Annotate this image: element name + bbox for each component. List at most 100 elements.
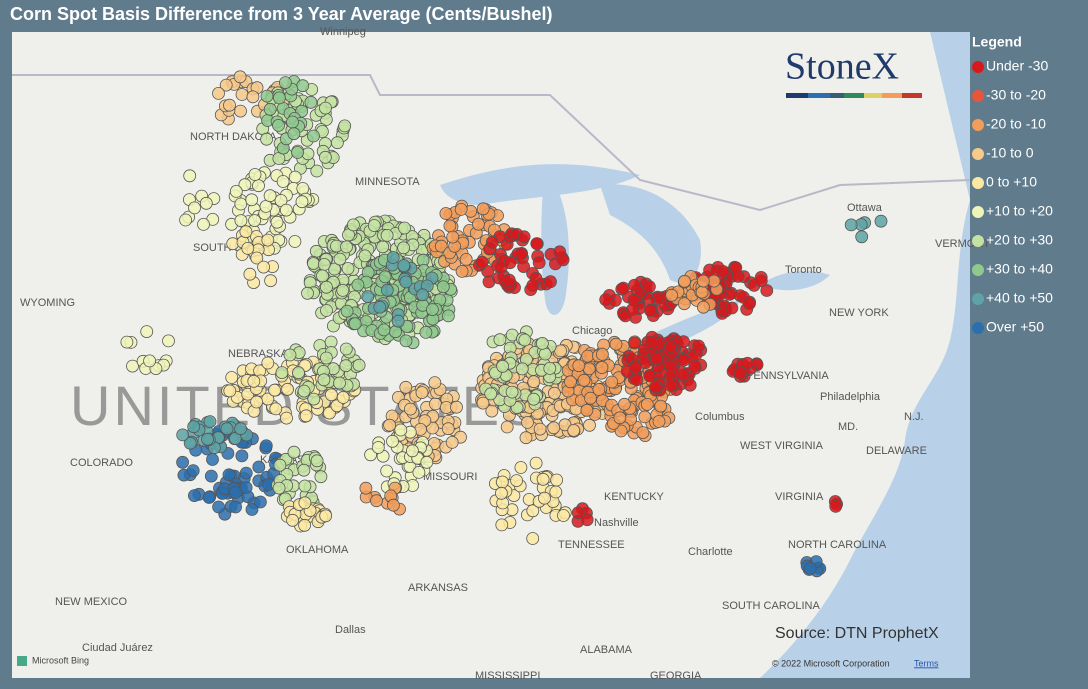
- location-dot: [446, 230, 460, 244]
- location-dot: [618, 397, 631, 411]
- legend-label[interactable]: -30 to -20: [986, 87, 1046, 103]
- location-dot: [223, 384, 237, 398]
- location-dot: [183, 169, 197, 183]
- location-dot: [425, 303, 439, 317]
- location-dot: [697, 300, 710, 314]
- location-dot: [436, 280, 450, 294]
- location-dot: [268, 383, 282, 397]
- place-label: TENNESSEE: [558, 539, 625, 551]
- location-dot: [274, 194, 288, 207]
- location-dot: [309, 244, 323, 258]
- location-dot: [204, 469, 218, 483]
- location-dot: [261, 356, 275, 370]
- location-dot: [239, 225, 253, 239]
- place-label: Ciudad Juárez: [82, 642, 153, 654]
- source: Source: DTN ProphetX: [775, 625, 939, 642]
- location-dot: [239, 481, 253, 494]
- location-dot: [297, 384, 311, 398]
- location-dot: [126, 359, 139, 373]
- location-dot: [533, 422, 547, 436]
- location-dot: [596, 347, 609, 361]
- location-dot: [521, 415, 534, 429]
- location-dot: [281, 382, 295, 396]
- location-dot: [567, 423, 581, 437]
- location-dot: [220, 422, 234, 436]
- location-dot: [416, 288, 430, 302]
- location-dot: [678, 274, 691, 288]
- location-dot: [695, 285, 709, 299]
- legend-label[interactable]: Under -30: [986, 58, 1048, 74]
- location-dot: [259, 439, 273, 453]
- legend-title: Legend: [972, 34, 1022, 50]
- location-dot: [346, 218, 360, 232]
- location-dot: [743, 297, 756, 311]
- place-label: COLORADO: [70, 457, 133, 469]
- location-dot: [330, 136, 344, 150]
- location-dot: [640, 397, 654, 411]
- location-dot: [296, 79, 310, 93]
- location-dot: [297, 463, 311, 477]
- location-dot: [428, 397, 442, 411]
- location-dot: [526, 532, 540, 545]
- location-dot: [260, 89, 274, 103]
- legend-label[interactable]: 0 to +10: [986, 174, 1037, 190]
- location-dot: [518, 333, 532, 347]
- location-dot: [616, 281, 630, 295]
- location-dot: [475, 255, 489, 269]
- location-dot: [548, 386, 561, 400]
- location-dot: [614, 424, 628, 438]
- location-dot: [855, 230, 869, 244]
- location-dot: [295, 195, 309, 209]
- location-dot: [676, 368, 690, 382]
- legend-label[interactable]: +10 to +20: [986, 203, 1053, 219]
- location-dot: [229, 500, 243, 514]
- location-dot: [272, 119, 285, 132]
- place-label: SOUTH CAROLINA: [722, 600, 820, 612]
- location-dot: [530, 237, 544, 251]
- location-dot: [630, 373, 644, 387]
- location-dot: [397, 241, 411, 255]
- location-dot: [394, 423, 408, 437]
- location-dot: [514, 247, 528, 261]
- legend-label[interactable]: +30 to +40: [986, 261, 1053, 277]
- location-dot: [299, 409, 313, 423]
- location-dot: [584, 391, 597, 405]
- location-dot: [280, 411, 293, 425]
- place-label: Columbus: [695, 411, 745, 423]
- location-dot: [760, 284, 774, 297]
- location-dot: [571, 506, 585, 520]
- legend-label[interactable]: Over +50: [986, 319, 1044, 335]
- place-label: PENNSYLVANIA: [746, 370, 829, 382]
- place-label: NEW YORK: [829, 307, 889, 319]
- legend-swatch: [972, 322, 984, 334]
- location-dot: [257, 260, 271, 274]
- location-dot: [183, 436, 197, 450]
- location-dot: [319, 280, 333, 294]
- terms-link[interactable]: Terms: [914, 658, 939, 668]
- location-dot: [202, 491, 216, 504]
- location-dot: [412, 465, 426, 479]
- location-dot: [484, 387, 498, 401]
- legend-label[interactable]: -10 to 0: [986, 145, 1034, 161]
- legend-label[interactable]: +40 to +50: [986, 290, 1053, 306]
- location-dot: [403, 402, 417, 416]
- location-dot: [188, 201, 201, 215]
- location-dot: [716, 264, 730, 278]
- location-dot: [547, 421, 561, 435]
- place-label: Nashville: [594, 517, 639, 529]
- location-dot: [519, 431, 533, 445]
- location-dot: [298, 496, 312, 510]
- place-label: KENTUCKY: [604, 491, 665, 503]
- location-dot: [649, 380, 662, 394]
- legend-swatch: [972, 119, 984, 131]
- location-dot: [380, 283, 394, 297]
- location-dot: [874, 214, 888, 228]
- location-dot: [420, 455, 434, 469]
- location-dot: [741, 356, 754, 370]
- location-dot: [380, 464, 394, 478]
- legend-label[interactable]: -20 to -10: [986, 116, 1046, 132]
- location-dot: [272, 91, 286, 105]
- legend-label[interactable]: +20 to +30: [986, 232, 1053, 248]
- location-dot: [386, 498, 400, 512]
